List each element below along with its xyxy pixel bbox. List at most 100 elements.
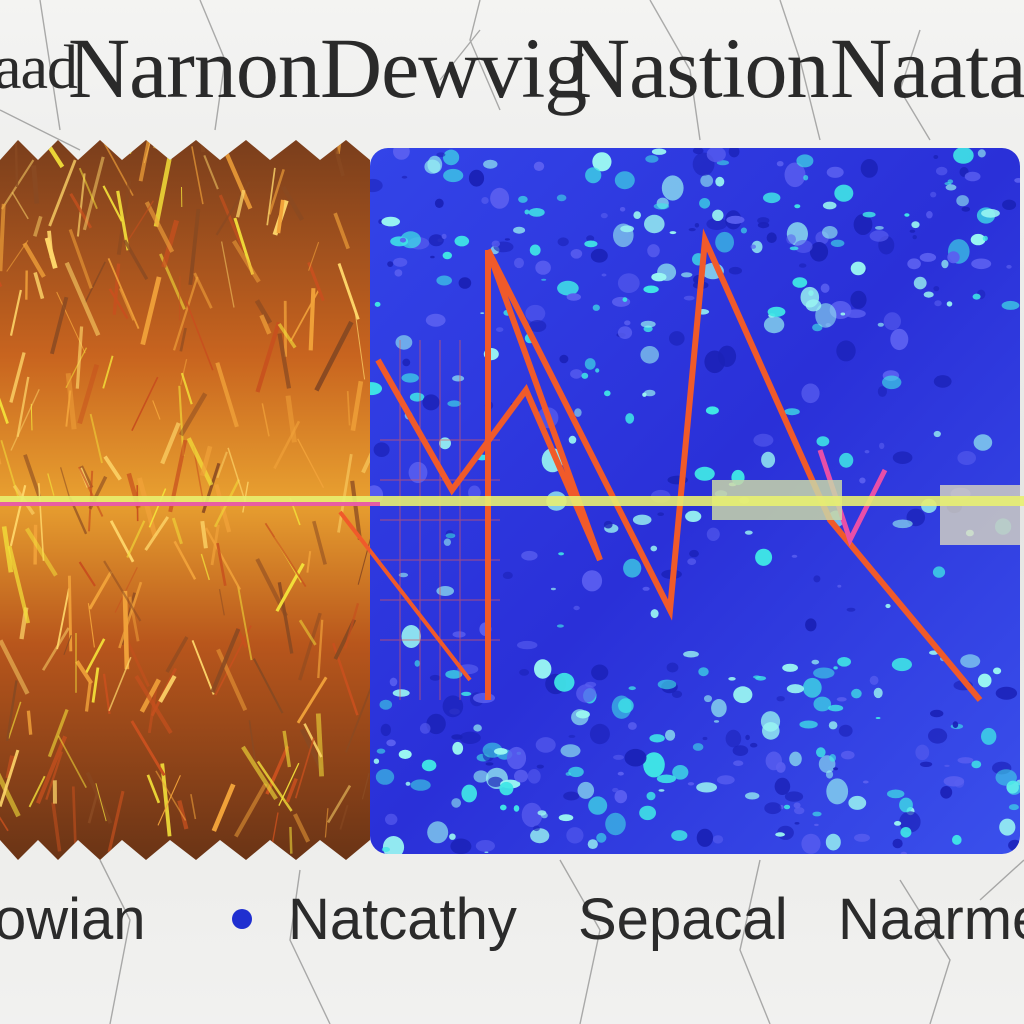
flame-stroke <box>235 189 246 218</box>
flame-stroke <box>220 241 235 308</box>
flame-stroke <box>130 720 166 777</box>
speck <box>436 586 455 596</box>
speck <box>666 662 679 673</box>
speck <box>869 675 879 686</box>
speck <box>837 584 842 588</box>
speck <box>706 218 728 230</box>
speck <box>940 786 953 799</box>
flame-stroke <box>87 789 100 824</box>
flame-stroke <box>131 376 159 432</box>
speck <box>617 771 624 776</box>
flame-stroke <box>144 201 175 253</box>
speck <box>643 285 659 294</box>
flame-stroke <box>9 484 27 547</box>
speck <box>750 244 756 249</box>
speck <box>920 761 933 767</box>
speck <box>892 451 913 465</box>
speck <box>451 734 463 740</box>
speck <box>401 175 408 179</box>
flame-stroke <box>282 730 292 768</box>
speck <box>869 230 889 242</box>
flame-stroke <box>144 516 170 551</box>
speck <box>612 296 631 307</box>
flame-stroke <box>191 640 215 695</box>
flame-stroke <box>16 376 30 438</box>
speck <box>639 805 656 821</box>
flame-stroke <box>25 527 58 577</box>
speck <box>957 757 974 764</box>
speck <box>556 194 567 202</box>
speck <box>506 746 527 770</box>
speck <box>601 273 607 277</box>
speck <box>692 148 704 155</box>
speck <box>751 240 763 254</box>
speck <box>848 795 867 810</box>
speck <box>425 313 446 327</box>
speck <box>661 175 684 201</box>
flame-stroke <box>78 167 98 210</box>
flame-stroke <box>333 212 350 250</box>
speck <box>618 698 634 714</box>
speck <box>993 667 1002 675</box>
artwork-panel <box>0 140 1024 860</box>
speck <box>794 240 813 253</box>
flame-stroke <box>0 639 30 695</box>
flame-stroke <box>276 199 285 234</box>
speck <box>429 674 441 681</box>
speck <box>443 149 460 166</box>
speck <box>763 192 781 204</box>
speck <box>696 782 717 793</box>
flame-stroke <box>353 304 366 380</box>
speck <box>442 251 452 260</box>
speck <box>882 375 902 390</box>
flame-stroke <box>308 241 320 271</box>
speck <box>502 571 513 579</box>
flame-stroke <box>60 140 103 144</box>
flame-stroke <box>173 540 197 580</box>
speck <box>414 660 421 667</box>
header-word-3: Dewvig <box>320 20 587 116</box>
flame-stroke <box>0 203 6 272</box>
footer-word-4: Naarme <box>838 887 1024 952</box>
flame-stroke <box>339 804 349 830</box>
flame-stroke <box>1 526 14 573</box>
speck <box>504 238 510 241</box>
flame-stroke <box>119 288 135 321</box>
footer-caption: owian Natcathy Sepacal Naarme <box>0 880 1024 960</box>
speck <box>554 672 575 692</box>
flame-stroke <box>10 389 40 451</box>
speck <box>877 386 888 397</box>
speck <box>430 255 435 259</box>
speck <box>445 670 463 679</box>
speck <box>859 477 866 484</box>
flame-stroke <box>50 296 69 355</box>
speck <box>846 607 856 612</box>
flame-stroke <box>155 770 187 821</box>
speck <box>745 734 750 741</box>
speck <box>570 369 583 379</box>
speck <box>864 450 870 454</box>
flame-stroke <box>281 185 305 222</box>
flame-stroke <box>298 619 317 646</box>
speck <box>953 148 974 164</box>
speck <box>813 696 832 712</box>
speck <box>628 686 636 691</box>
flame-stroke <box>271 812 279 844</box>
speck <box>815 303 837 328</box>
speck <box>792 277 808 288</box>
flame-stroke <box>336 140 346 155</box>
flame-stroke <box>308 288 316 351</box>
flame-stroke <box>22 242 46 278</box>
speck <box>694 466 715 481</box>
speck <box>838 724 853 737</box>
speck <box>952 834 962 845</box>
flame-stroke <box>65 373 77 430</box>
flame-stroke <box>41 627 70 671</box>
speck <box>740 227 748 234</box>
speck <box>862 211 876 218</box>
speck <box>528 208 545 217</box>
speck <box>447 400 462 407</box>
speck <box>441 233 447 240</box>
speck <box>385 813 398 826</box>
speck <box>669 231 677 235</box>
